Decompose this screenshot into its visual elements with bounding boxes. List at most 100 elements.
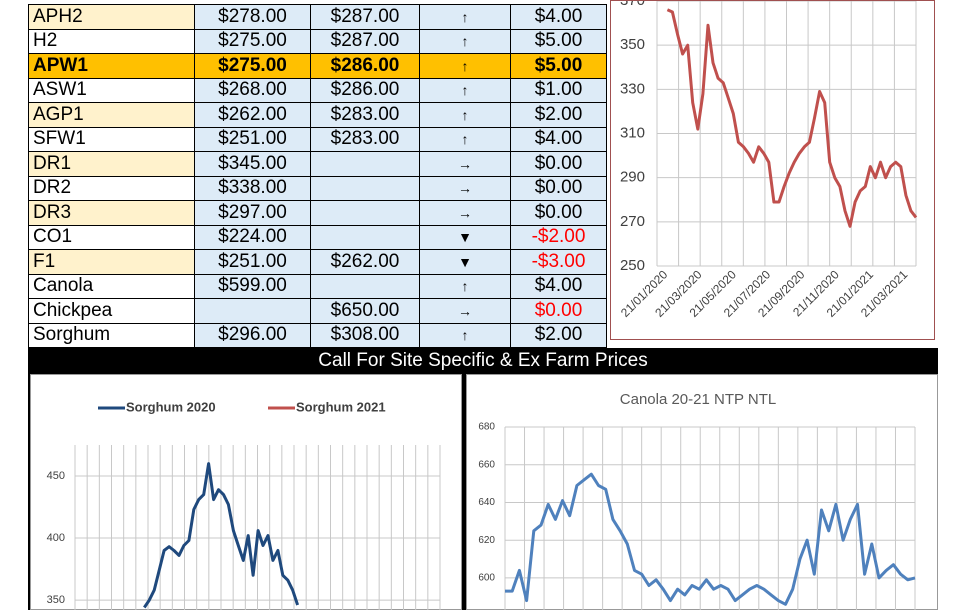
table-cell: ↑ [419,53,511,79]
y-tick-label: 370 [620,0,645,9]
y-tick-label: 250 [620,257,645,274]
chart-panel [30,374,462,610]
table-row: ASW1 $268.00 $286.00 ↑ $1.00 [28,77,607,103]
table-cell: $283.00 [310,126,420,152]
y-tick-label: 350 [47,594,65,606]
legend-label: Sorghum 2021 [296,399,386,414]
y-tick-label: 620 [478,535,495,546]
y-tick-label: 400 [47,532,65,544]
chart-panel [466,374,938,610]
table-cell: Canola [28,273,195,299]
table-cell: $4.00 [510,273,607,299]
table-row: APH2 $278.00 $287.00 ↑ $4.00 [28,4,607,30]
table-cell: $2.00 [510,102,607,128]
table-row: Sorghum $296.00 $308.00 ↑ $2.00 [28,322,607,348]
table-cell: $275.00 [194,53,311,79]
table-cell: ↑ [419,273,511,299]
table-cell: → [419,200,511,226]
table-cell: ↑ [419,126,511,152]
table-cell: APW1 [28,53,195,79]
table-cell: $283.00 [310,102,420,128]
legend-label: Sorghum 2020 [126,399,216,414]
table-row: APW1 $275.00 $286.00 ↑ $5.00 [28,53,607,79]
table-cell: → [419,298,511,324]
table-cell: → [419,151,511,177]
table-cell [310,273,420,299]
table-cell: F1 [28,249,195,275]
y-tick-label: 640 [478,497,495,508]
table-row: DR1 $345.00 → $0.00 [28,151,607,177]
table-cell: ↑ [419,77,511,103]
table-cell: $345.00 [194,151,311,177]
banner: Call For Site Specific & Ex Farm Prices [28,348,938,610]
table-row: DR3 $297.00 → $0.00 [28,200,607,226]
table-cell: ASW1 [28,77,195,103]
table-row: CO1 $224.00 ▼ -$2.00 [28,224,607,250]
table-cell: Sorghum [28,322,195,348]
table-cell: ↑ [419,28,511,54]
table-cell [310,151,420,177]
data-line [505,472,916,606]
price-table: APH2 $278.00 $287.00 ↑ $4.00 H2 $275.00 $287.00… [28,4,607,348]
table-cell: DR3 [28,200,195,226]
table-cell: $224.00 [194,224,311,250]
table-cell: $251.00 [194,249,311,275]
table-cell: $599.00 [194,273,311,299]
table-row: F1 $251.00 $262.00 ▼ -$3.00 [28,249,607,275]
table-cell: $268.00 [194,77,311,103]
table-row: H2 $275.00 $287.00 ↑ $5.00 [28,28,607,54]
table-cell [310,175,420,201]
y-tick-label: 600 [478,573,495,584]
table-cell: -$3.00 [510,249,607,275]
table-cell [194,298,311,324]
table-cell: $287.00 [310,28,420,54]
chart: 600 620 640 660 680 Canola 20-21 NTP NTL [478,391,916,610]
table-cell: $650.00 [310,298,420,324]
table-cell: $0.00 [510,298,607,324]
data-line [666,8,918,228]
table-cell [310,224,420,250]
banner-title: Call For Site Specific & Ex Farm Prices [318,350,648,371]
table-cell: ▼ [419,224,511,250]
data-line [143,462,300,609]
chart-title: Canola 20-21 NTP NTL [620,391,776,408]
table-cell: $308.00 [310,322,420,348]
table-cell: $0.00 [510,175,607,201]
y-tick-label: 680 [478,422,495,433]
table-cell: CO1 [28,224,195,250]
table-row: DR2 $338.00 → $0.00 [28,175,607,201]
table-cell: DR1 [28,151,195,177]
y-tick-label: 330 [620,80,645,97]
table-cell: $4.00 [510,126,607,152]
table-cell: $5.00 [510,28,607,54]
table-cell: $286.00 [310,53,420,79]
table-cell: Chickpea [28,298,195,324]
chart: 25027029031033035037021/01/202021/03/202… [610,0,935,340]
table-row: Chickpea $650.00 → $0.00 [28,298,607,324]
table-row: Canola $599.00 ↑ $4.00 [28,273,607,299]
table-cell: $297.00 [194,200,311,226]
table-cell: $338.00 [194,175,311,201]
table-cell: $286.00 [310,77,420,103]
table-cell: $275.00 [194,28,311,54]
table-cell: $4.00 [510,4,607,30]
table-cell: $0.00 [510,151,607,177]
table-cell: $287.00 [310,4,420,30]
table-cell: ↑ [419,4,511,30]
table-cell: SFW1 [28,126,195,152]
table-cell: -$2.00 [510,224,607,250]
table-cell: $1.00 [510,77,607,103]
y-tick-label: 290 [620,169,645,186]
table-cell: $2.00 [510,322,607,348]
table-cell: ↑ [419,102,511,128]
y-tick-label: 310 [620,124,645,141]
table-row: AGP1 $262.00 $283.00 ↑ $2.00 [28,102,607,128]
table-cell: H2 [28,28,195,54]
table-cell: $262.00 [310,249,420,275]
table-cell: $296.00 [194,322,311,348]
table-cell: APH2 [28,4,195,30]
table-row: SFW1 $251.00 $283.00 ↑ $4.00 [28,126,607,152]
table-cell: $278.00 [194,4,311,30]
table-cell: $262.00 [194,102,311,128]
